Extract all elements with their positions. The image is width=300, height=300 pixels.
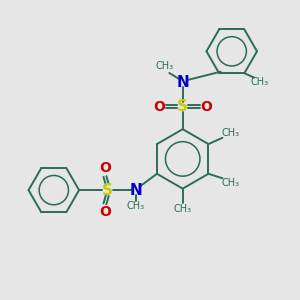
Text: O: O — [99, 205, 111, 219]
Text: CH₃: CH₃ — [222, 128, 240, 138]
Text: O: O — [99, 161, 111, 175]
Text: N: N — [176, 75, 189, 90]
Text: CH₃: CH₃ — [156, 61, 174, 71]
Text: CH₃: CH₃ — [127, 201, 145, 211]
Text: CH₃: CH₃ — [250, 77, 268, 87]
Text: CH₃: CH₃ — [222, 178, 240, 188]
Text: N: N — [129, 183, 142, 198]
Text: S: S — [177, 99, 188, 114]
Text: S: S — [102, 183, 113, 198]
Text: O: O — [153, 100, 165, 114]
Text: O: O — [200, 100, 212, 114]
Text: CH₃: CH₃ — [174, 204, 192, 214]
